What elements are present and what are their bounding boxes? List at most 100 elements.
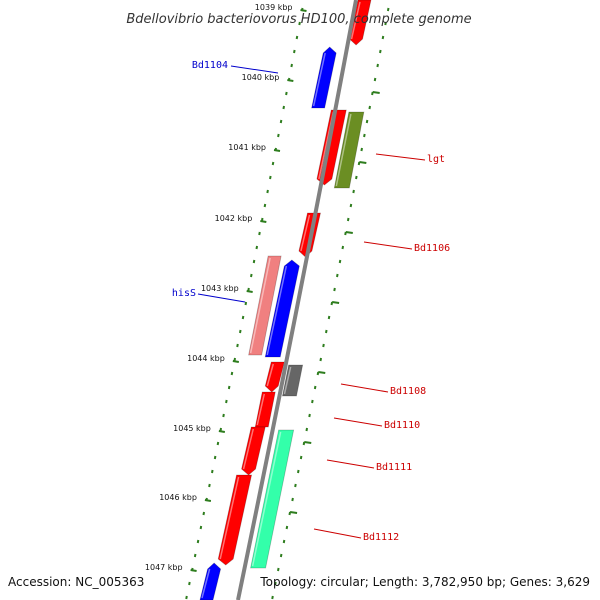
gene-label-bd1112[interactable]: Bd1112	[363, 532, 399, 543]
kbp-label: 1047 kbp	[145, 563, 183, 572]
tick-dot	[279, 553, 283, 558]
gene-lgt-highlight	[335, 113, 352, 187]
tick-dot	[230, 371, 234, 376]
major-tick	[190, 569, 197, 572]
gene-bd1111-highlight	[251, 431, 282, 567]
gene-blue-1043	[264, 259, 300, 358]
tick-dot	[211, 469, 214, 474]
gene-label-hiss[interactable]: hisS	[172, 288, 196, 299]
tick-dot	[341, 245, 345, 250]
tick-dot	[298, 21, 301, 26]
tick-dot	[199, 525, 203, 530]
tick-dot	[250, 273, 253, 278]
gene-lgt	[333, 111, 365, 189]
gene-features	[199, 0, 372, 600]
major-tick	[273, 149, 281, 152]
gene-blue-1043-highlight	[266, 265, 288, 356]
gene-label-bd1104[interactable]: Bd1104	[192, 60, 228, 71]
major-tick	[304, 441, 312, 444]
tick-dot	[271, 161, 275, 166]
tick-dot	[363, 133, 366, 138]
tick-dot	[299, 455, 303, 460]
major-tick	[204, 499, 212, 502]
tick-dot	[344, 231, 347, 236]
leader-line-bd1110	[333, 417, 383, 427]
tick-dot	[355, 175, 358, 180]
accession-text: Accession: NC_005363	[8, 575, 144, 589]
leader-line-bd1104	[230, 65, 279, 74]
gene-bd1110	[254, 391, 276, 428]
gene-hiss	[248, 255, 282, 356]
tick-dot	[373, 77, 377, 82]
tick-dot	[291, 497, 294, 502]
tick-dot	[263, 203, 267, 208]
tick-dot	[333, 287, 336, 292]
tick-dot	[252, 259, 256, 264]
major-tick	[331, 301, 340, 304]
tick-dot	[213, 455, 217, 460]
tick-dot	[322, 343, 325, 348]
gene-bd1104	[311, 46, 337, 109]
kbp-label: 1039 kbp	[255, 3, 293, 12]
major-tick	[359, 161, 367, 164]
leader-line-bd1106	[363, 241, 413, 250]
tick-dot	[208, 483, 211, 488]
kbp-label: 1043 kbp	[201, 284, 239, 293]
tick-dot	[269, 175, 272, 180]
gene-labels: Bd1104 lgt Bd1106 hisS Bd1108 Bd1110 Bd1111 Bd1…	[172, 60, 450, 543]
gene-label-bd1111[interactable]: Bd1111	[376, 462, 412, 473]
tick-dot	[258, 231, 261, 236]
tick-dot	[311, 399, 314, 404]
tick-dot	[185, 595, 188, 600]
tick-dot	[241, 315, 245, 320]
tick-dot	[360, 147, 363, 152]
kbp-label: 1042 kbp	[215, 214, 253, 223]
tick-dot	[271, 595, 274, 600]
gene-label-lgt[interactable]: lgt	[427, 154, 445, 165]
leader-line-bd1112	[313, 528, 362, 539]
gene-red-1044	[264, 361, 285, 393]
tick-dot	[336, 273, 339, 278]
tick-dot	[277, 133, 280, 138]
kbp-label: 1040 kbp	[242, 73, 280, 82]
kbp-label: 1046 kbp	[159, 493, 197, 502]
major-tick	[318, 371, 326, 374]
tick-dot	[244, 301, 248, 306]
tick-dot	[338, 259, 342, 264]
tick-dot	[319, 357, 323, 362]
tick-dot	[279, 119, 283, 124]
tick-dot	[302, 441, 306, 446]
tick-dot	[294, 483, 297, 488]
gene-red-1044-highlight	[266, 363, 274, 387]
tick-dot	[277, 567, 280, 572]
gene-label-bd1106[interactable]: Bd1106	[414, 243, 450, 254]
tick-dot	[216, 441, 220, 446]
tick-dot	[290, 63, 293, 68]
gene-bd1108-highlight	[283, 366, 292, 395]
tick-dot	[365, 119, 369, 124]
gene-bd1110-highlight	[256, 393, 265, 426]
major-tick	[289, 511, 298, 514]
tick-dot	[202, 511, 206, 516]
major-tick	[372, 91, 380, 94]
gene-bd1106-highlight	[300, 214, 311, 252]
tick-dot	[357, 161, 361, 166]
gene-bd1111	[250, 429, 295, 569]
tick-dot	[255, 245, 259, 250]
gene-red-1045-highlight	[242, 428, 254, 470]
tick-dot	[308, 413, 311, 418]
tick-dot	[381, 35, 385, 40]
tick-dot	[188, 581, 191, 586]
gene-label-bd1110[interactable]: Bd1110	[384, 420, 420, 431]
tick-dot	[297, 469, 300, 474]
tick-dot	[327, 315, 331, 320]
tick-dot	[379, 49, 382, 54]
tick-dot	[316, 371, 320, 376]
major-tick	[300, 9, 307, 12]
gene-bd1112	[217, 474, 253, 566]
gene-label-bd1108[interactable]: Bd1108	[390, 386, 426, 397]
tick-marks	[185, 7, 390, 600]
tick-dot	[282, 539, 286, 544]
gene-bottom-blue-highlight	[201, 568, 211, 599]
